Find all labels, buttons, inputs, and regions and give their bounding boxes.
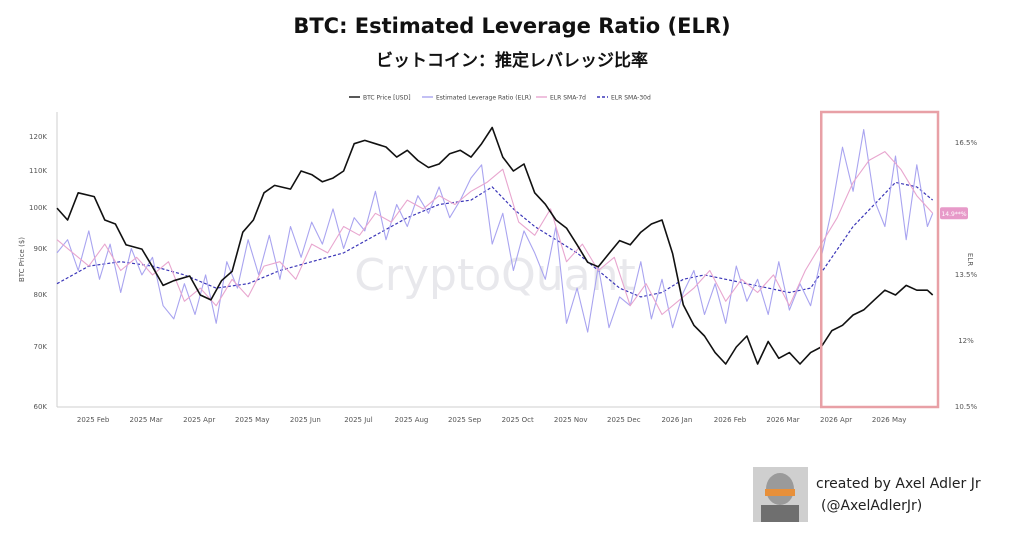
highlight-box (819, 110, 940, 409)
series-line-elr-sma-7d (56, 151, 934, 316)
y-left-tick-label: 120K (29, 133, 47, 141)
legend-label: ELR SMA-30d (611, 95, 651, 102)
x-tick-label: 2026 Apr (820, 416, 852, 424)
chart-legend: BTC Price [USD] Estimated Leverage Ratio … (349, 95, 651, 102)
chart-axes: 60K 70K 80K 90K 100K 110K 120K BTC Price ($) 10.… (18, 112, 977, 424)
series-line-estimated-leverage-ratio-elr (56, 129, 934, 333)
y-left-tick-label: 70K (34, 343, 48, 351)
chart-subtitle: ビットコイン：推定レバレッジ比率 (376, 51, 648, 71)
y-left-tick-label: 60K (34, 403, 48, 411)
x-tick-label: 2026 May (872, 416, 907, 424)
legend-label: BTC Price [USD] (363, 95, 411, 102)
credit-handle: (@AxelAdlerJr) (821, 498, 923, 514)
y-left-tick-label: 110K (29, 167, 47, 175)
series-line-btc-price-usd (56, 126, 934, 365)
x-tick-label: 2025 Mar (130, 416, 163, 424)
x-tick-label: 2026 Mar (766, 416, 799, 424)
y-right-tick-label: 10.5% (955, 403, 978, 411)
x-tick-label: 2025 Sep (448, 416, 482, 424)
credit-block: created by Axel Adler Jr (@AxelAdlerJr) (753, 467, 1013, 525)
x-tick-label: 2025 Dec (607, 416, 641, 424)
avatar (753, 467, 808, 522)
x-tick-label: 2025 May (235, 416, 270, 424)
y-right-tick-label: 16.5% (955, 139, 978, 147)
series-line-elr-sma-30d (56, 181, 934, 298)
y-right-axis-label: ELR (966, 253, 974, 266)
x-tick-label: 2025 Apr (183, 416, 215, 424)
chart-series (56, 126, 934, 365)
chart-title: BTC: Estimated Leverage Ratio (ELR) (293, 14, 731, 38)
x-tick-label: 2025 Aug (395, 416, 429, 424)
y-left-tick-label: 80K (34, 291, 48, 299)
x-tick-label: 2026 Jan (661, 416, 692, 424)
credit-author: created by Axel Adler Jr (816, 476, 981, 492)
chart-highlight (819, 110, 940, 409)
y-right-tick-label: 13.5% (955, 271, 978, 279)
y-left-tick-label: 100K (29, 204, 47, 212)
legend-label: ELR SMA-7d (550, 95, 586, 102)
y-left-tick-label: 90K (34, 245, 48, 253)
x-tick-label: 2026 Feb (714, 416, 747, 424)
current-elr-badge (940, 207, 968, 220)
y-left-axis-label: BTC Price ($) (18, 237, 26, 282)
x-tick-label: 2025 Jun (290, 416, 321, 424)
x-tick-label: 2025 Feb (77, 416, 110, 424)
legend-label: Estimated Leverage Ratio (ELR) (436, 95, 531, 102)
x-tick-label: 2025 Jul (344, 416, 373, 424)
current-elr-label: 14.9**% (941, 211, 966, 218)
x-tick-label: 2025 Oct (502, 416, 534, 424)
x-tick-label: 2025 Nov (554, 416, 588, 424)
watermark: CryptoQuant (354, 250, 636, 301)
y-right-tick-label: 12% (958, 337, 974, 345)
